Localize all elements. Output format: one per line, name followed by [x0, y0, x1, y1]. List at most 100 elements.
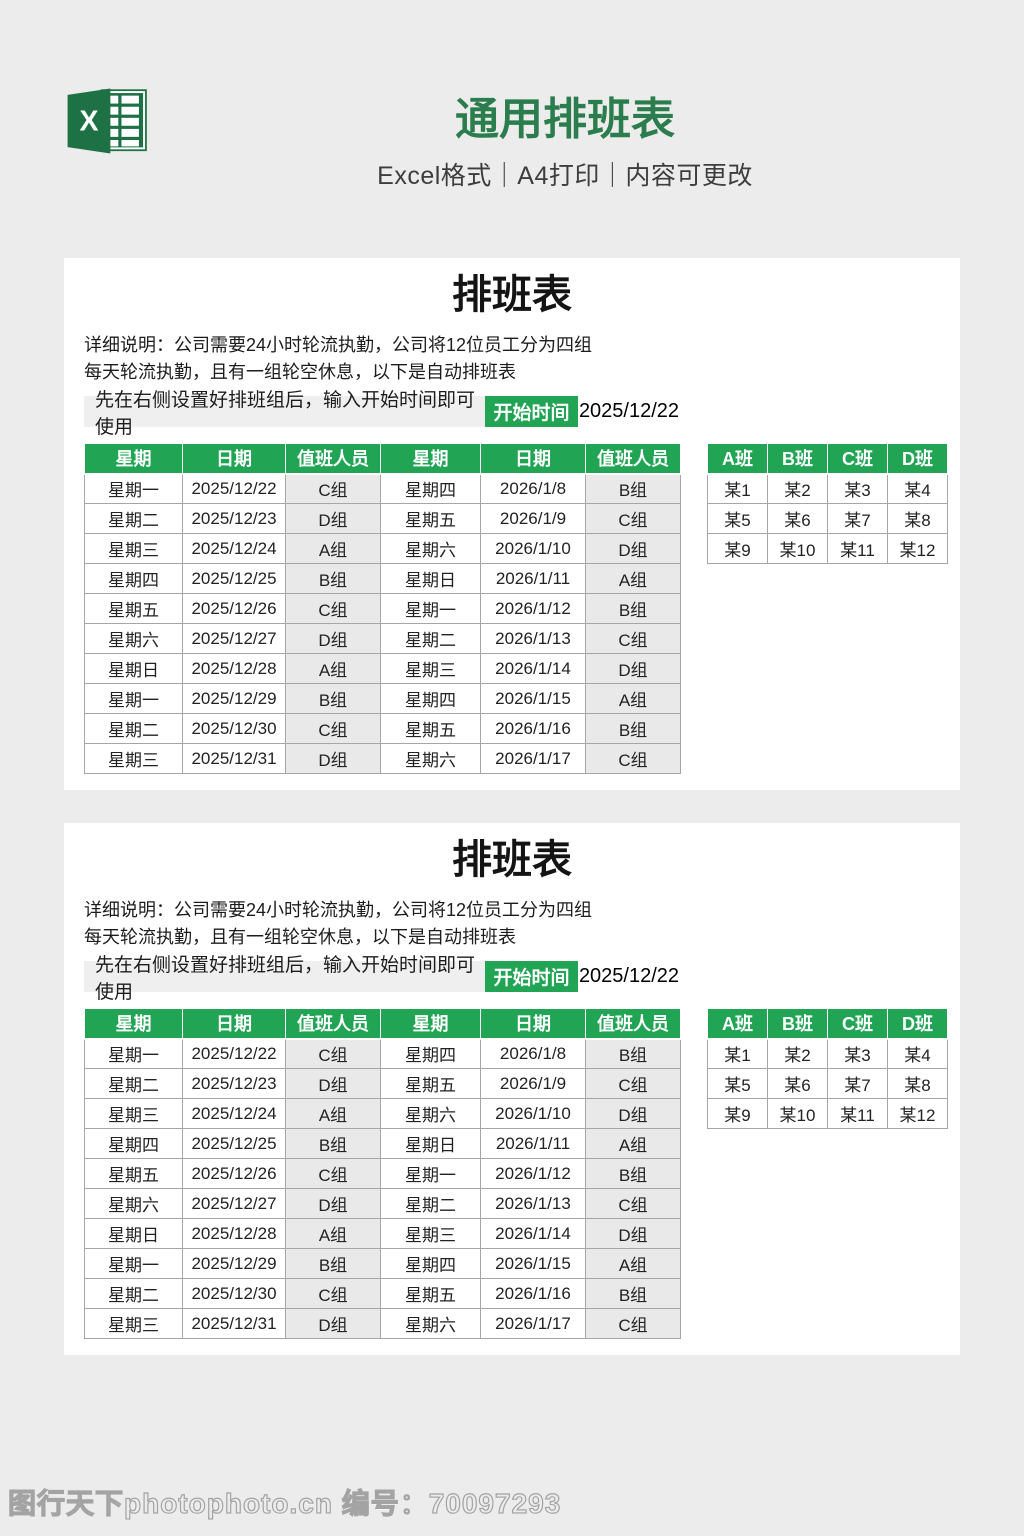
- table-cell[interactable]: 某1: [707, 1038, 768, 1069]
- table-cell[interactable]: C组: [285, 1038, 381, 1069]
- table-cell[interactable]: 2026/1/8: [480, 473, 586, 504]
- table-cell[interactable]: 2025/12/31: [182, 1308, 286, 1339]
- table-cell[interactable]: 2026/1/15: [480, 683, 586, 714]
- table-cell[interactable]: 2025/12/27: [182, 623, 286, 654]
- table-cell[interactable]: B组: [285, 683, 381, 714]
- table-cell[interactable]: 星期日: [84, 653, 183, 684]
- table-cell[interactable]: 星期四: [380, 683, 481, 714]
- table-cell[interactable]: 2025/12/30: [182, 1278, 286, 1309]
- table-cell[interactable]: 某7: [827, 1068, 888, 1099]
- table-cell[interactable]: 星期四: [84, 563, 183, 594]
- table-cell[interactable]: 星期日: [380, 1128, 481, 1159]
- table-cell[interactable]: D组: [285, 743, 381, 774]
- table-cell[interactable]: 星期三: [84, 1308, 183, 1339]
- table-cell[interactable]: 某10: [767, 533, 828, 564]
- table-cell[interactable]: 星期四: [380, 1038, 481, 1069]
- table-cell[interactable]: B组: [585, 1158, 681, 1189]
- table-cell[interactable]: 某3: [827, 1038, 888, 1069]
- table-cell[interactable]: 2026/1/10: [480, 533, 586, 564]
- table-cell[interactable]: 2026/1/12: [480, 593, 586, 624]
- table-cell[interactable]: A组: [285, 653, 381, 684]
- table-cell[interactable]: 某7: [827, 503, 888, 534]
- table-cell[interactable]: 星期六: [84, 1188, 183, 1219]
- table-cell[interactable]: 星期六: [380, 1308, 481, 1339]
- table-cell[interactable]: 星期二: [380, 1188, 481, 1219]
- table-cell[interactable]: 2026/1/17: [480, 743, 586, 774]
- table-cell[interactable]: 2025/12/25: [182, 1128, 286, 1159]
- table-cell[interactable]: B组: [285, 1128, 381, 1159]
- table-cell[interactable]: 2026/1/9: [480, 503, 586, 534]
- table-cell[interactable]: 2025/12/31: [182, 743, 286, 774]
- table-cell[interactable]: D组: [285, 1188, 381, 1219]
- table-cell[interactable]: 某6: [767, 1068, 828, 1099]
- table-cell[interactable]: D组: [285, 503, 381, 534]
- table-cell[interactable]: 星期三: [380, 1218, 481, 1249]
- table-cell[interactable]: C组: [585, 623, 681, 654]
- table-cell[interactable]: 某5: [707, 1068, 768, 1099]
- table-cell[interactable]: 星期二: [380, 623, 481, 654]
- table-cell[interactable]: B组: [585, 473, 681, 504]
- table-cell[interactable]: C组: [585, 1188, 681, 1219]
- table-cell[interactable]: D组: [585, 1218, 681, 1249]
- table-cell[interactable]: C组: [585, 503, 681, 534]
- table-cell[interactable]: 某6: [767, 503, 828, 534]
- table-cell[interactable]: 星期二: [84, 713, 183, 744]
- table-cell[interactable]: 2026/1/11: [480, 563, 586, 594]
- table-cell[interactable]: D组: [585, 653, 681, 684]
- table-cell[interactable]: 2025/12/28: [182, 1218, 286, 1249]
- table-cell[interactable]: A组: [585, 1248, 681, 1279]
- table-cell[interactable]: 某5: [707, 503, 768, 534]
- table-cell[interactable]: 某11: [827, 1098, 888, 1129]
- table-cell[interactable]: 某1: [707, 473, 768, 504]
- table-cell[interactable]: A组: [585, 683, 681, 714]
- table-cell[interactable]: B组: [285, 1248, 381, 1279]
- table-cell[interactable]: 2025/12/23: [182, 1068, 286, 1099]
- table-cell[interactable]: 某12: [887, 1098, 948, 1129]
- table-cell[interactable]: 星期四: [380, 473, 481, 504]
- table-cell[interactable]: C组: [585, 1068, 681, 1099]
- table-cell[interactable]: 星期日: [84, 1218, 183, 1249]
- table-cell[interactable]: C组: [285, 713, 381, 744]
- table-cell[interactable]: 星期一: [84, 1038, 183, 1069]
- table-cell[interactable]: 星期二: [84, 1278, 183, 1309]
- table-cell[interactable]: C组: [585, 1308, 681, 1339]
- table-cell[interactable]: D组: [285, 1308, 381, 1339]
- table-cell[interactable]: 星期一: [380, 1158, 481, 1189]
- table-cell[interactable]: 某2: [767, 1038, 828, 1069]
- table-cell[interactable]: 星期六: [380, 1098, 481, 1129]
- table-cell[interactable]: 2025/12/26: [182, 1158, 286, 1189]
- table-cell[interactable]: 星期六: [380, 743, 481, 774]
- table-cell[interactable]: 2026/1/17: [480, 1308, 586, 1339]
- table-cell[interactable]: 星期三: [84, 533, 183, 564]
- table-cell[interactable]: 某8: [887, 1068, 948, 1099]
- table-cell[interactable]: B组: [585, 1038, 681, 1069]
- table-cell[interactable]: 星期五: [380, 503, 481, 534]
- table-cell[interactable]: A组: [285, 1218, 381, 1249]
- table-cell[interactable]: C组: [285, 1158, 381, 1189]
- table-cell[interactable]: A组: [585, 1128, 681, 1159]
- table-cell[interactable]: 2025/12/28: [182, 653, 286, 684]
- table-cell[interactable]: 2025/12/24: [182, 533, 286, 564]
- table-cell[interactable]: B组: [585, 713, 681, 744]
- table-cell[interactable]: 2026/1/16: [480, 1278, 586, 1309]
- table-cell[interactable]: 2025/12/26: [182, 593, 286, 624]
- table-cell[interactable]: D组: [285, 1068, 381, 1099]
- start-date-cell[interactable]: 2025/12/22: [578, 400, 680, 422]
- table-cell[interactable]: 2025/12/30: [182, 713, 286, 744]
- table-cell[interactable]: 2026/1/14: [480, 653, 586, 684]
- table-cell[interactable]: 某4: [887, 1038, 948, 1069]
- table-cell[interactable]: C组: [285, 473, 381, 504]
- table-cell[interactable]: 2026/1/9: [480, 1068, 586, 1099]
- table-cell[interactable]: A组: [585, 563, 681, 594]
- table-cell[interactable]: 星期六: [84, 623, 183, 654]
- table-cell[interactable]: 星期六: [380, 533, 481, 564]
- table-cell[interactable]: B组: [585, 593, 681, 624]
- table-cell[interactable]: 2026/1/16: [480, 713, 586, 744]
- table-cell[interactable]: B组: [285, 563, 381, 594]
- table-cell[interactable]: 星期一: [84, 683, 183, 714]
- table-cell[interactable]: 某12: [887, 533, 948, 564]
- table-cell[interactable]: 2025/12/29: [182, 683, 286, 714]
- table-cell[interactable]: 星期五: [380, 713, 481, 744]
- table-cell[interactable]: D组: [585, 1098, 681, 1129]
- table-cell[interactable]: 某9: [707, 533, 768, 564]
